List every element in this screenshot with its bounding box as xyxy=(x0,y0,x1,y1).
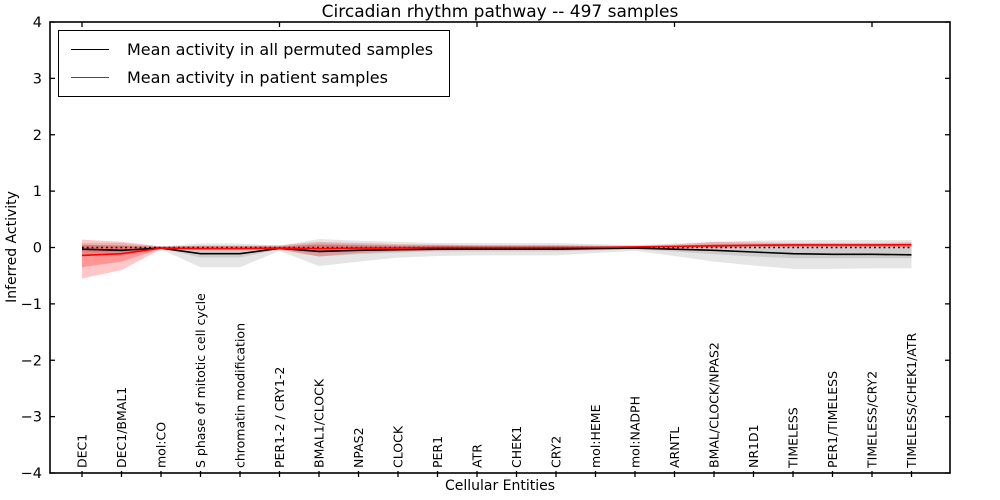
y-tick-label: −4 xyxy=(21,466,42,482)
y-tick-label: 4 xyxy=(33,15,42,31)
x-category-label: DEC1/BMAL1 xyxy=(114,387,129,468)
x-category-label: CRY2 xyxy=(549,436,564,468)
x-category-label: mol:NADPH xyxy=(628,396,643,468)
x-axis-label: Cellular Entities xyxy=(444,478,556,494)
chart-title: Circadian rhythm pathway -- 497 samples xyxy=(321,2,679,22)
legend-line-sample-red xyxy=(71,77,109,78)
y-tick-label: −3 xyxy=(21,410,42,426)
y-tick-label: −1 xyxy=(21,297,42,313)
legend-entry-patient: Mean activity in patient samples xyxy=(71,68,433,87)
series-line-permuted xyxy=(81,247,912,256)
x-category-label: mol:CO xyxy=(154,422,169,468)
legend-entry-permuted: Mean activity in all permuted samples xyxy=(71,40,433,59)
y-tick-label: −2 xyxy=(21,353,42,369)
x-category-label: TIMELESS/CRY2 xyxy=(865,371,880,469)
y-tick-label: 2 xyxy=(33,128,42,144)
x-category-label: PER1-2 / CRY1-2 xyxy=(272,367,287,468)
x-category-label: PER1/TIMELESS xyxy=(825,371,840,468)
x-category-label: NR1D1 xyxy=(746,424,761,468)
series-line-patient xyxy=(81,243,912,257)
x-category-label: ARNTL xyxy=(667,427,682,468)
legend-label: Mean activity in patient samples xyxy=(127,68,388,87)
x-category-label: NPAS2 xyxy=(351,427,366,468)
x-category-label: TIMELESS xyxy=(786,407,801,469)
legend: Mean activity in all permuted samples Me… xyxy=(58,30,451,97)
x-category-label: chromatin modification xyxy=(233,323,248,468)
x-category-label: TIMELESS/CHEK1/ATR xyxy=(904,332,919,469)
x-category-label: BMAL1/CLOCK xyxy=(312,378,327,468)
x-category-label: ATR xyxy=(470,444,485,468)
legend-line-sample-black xyxy=(71,49,109,50)
x-category-label: DEC1 xyxy=(75,434,90,468)
x-category-label: mol:HEME xyxy=(588,404,603,468)
x-category-label: CLOCK xyxy=(391,425,406,468)
x-category-label: S phase of mitotic cell cycle xyxy=(193,293,208,468)
y-tick-label: 3 xyxy=(33,71,42,87)
y-axis-label: Inferred Activity xyxy=(4,191,20,303)
x-category-label: PER1 xyxy=(430,436,445,468)
x-category-label: CHEK1 xyxy=(509,426,524,468)
legend-label: Mean activity in all permuted samples xyxy=(127,40,434,59)
x-category-label: BMAL/CLOCK/NPAS2 xyxy=(707,342,722,468)
y-tick-label: 1 xyxy=(33,184,42,200)
y-tick-label: 0 xyxy=(33,241,42,257)
